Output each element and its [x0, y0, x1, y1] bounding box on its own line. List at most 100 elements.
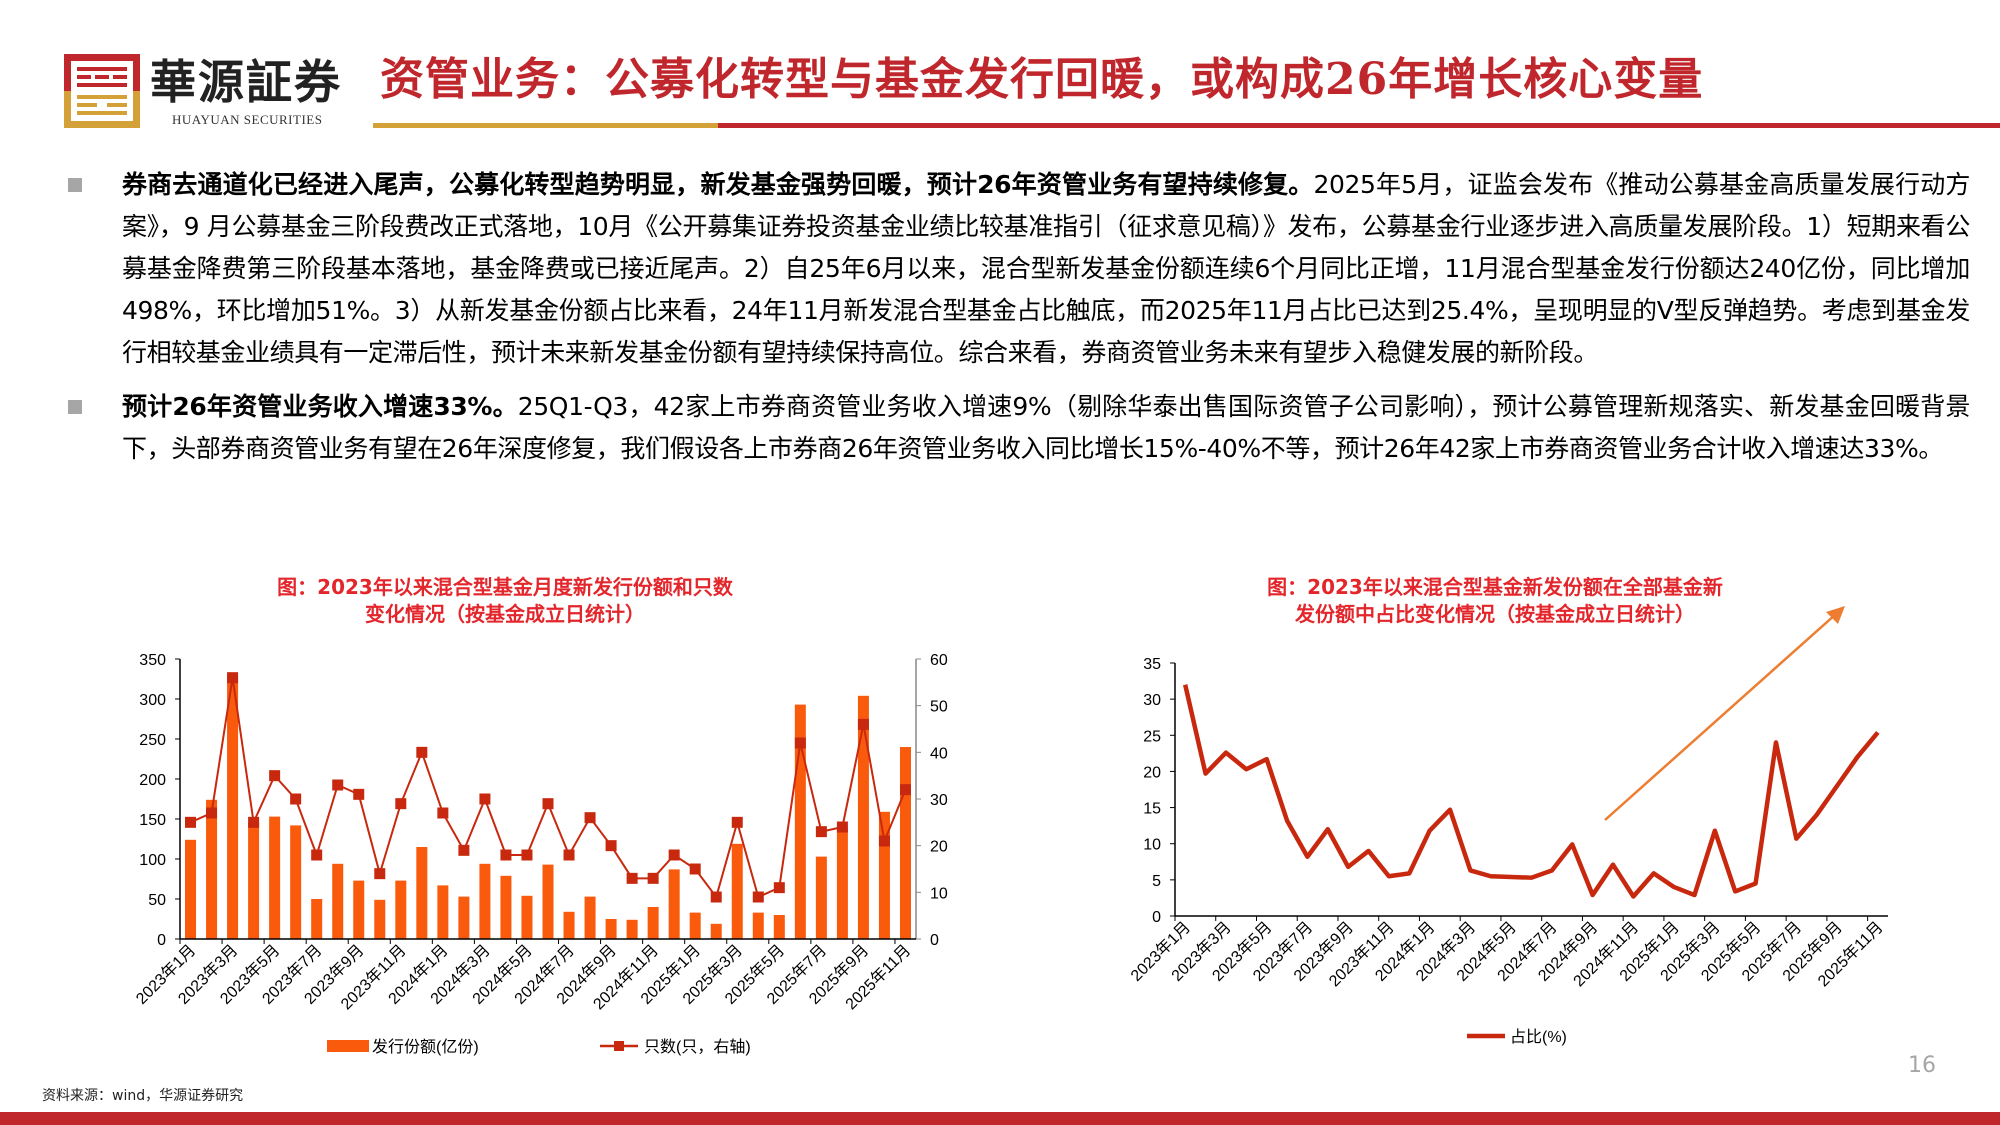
bar — [710, 923, 722, 939]
title-rule-gold — [373, 123, 718, 128]
bar — [731, 843, 743, 939]
bullet-body: 25Q1-Q3，42家上市券商资管业务收入增速9%（剔除华泰出售国际资管子公司影… — [122, 392, 1970, 463]
y-tick-label: 30 — [1143, 692, 1161, 709]
bullet-marker — [68, 400, 82, 414]
count-marker — [836, 821, 848, 833]
count-marker — [185, 816, 197, 828]
bar — [815, 856, 827, 939]
bullet-lead: 预计26年资管业务收入增速33%。 — [122, 392, 518, 421]
bar — [647, 907, 659, 939]
y-tick-label: 35 — [1143, 656, 1161, 673]
bar — [227, 676, 239, 939]
bar — [542, 864, 554, 939]
count-marker — [248, 816, 260, 828]
trend-arrow-head — [1826, 606, 1845, 624]
count-marker — [647, 872, 659, 884]
left-chart: 05010015020025030035001020304050602023年1… — [133, 652, 948, 1056]
share-line — [1182, 684, 1880, 899]
count-marker — [878, 835, 890, 847]
bar — [563, 911, 575, 939]
count-marker — [794, 737, 806, 749]
bar — [584, 896, 596, 939]
legend-line-marker — [614, 1041, 624, 1051]
bar — [332, 863, 344, 939]
bullet-item-2: 预计26年资管业务收入增速33%。25Q1-Q3，42家上市券商资管业务收入增速… — [68, 386, 1970, 470]
right-chart: 051015202530352023年1月2023年3月2023年5月2023年… — [1127, 606, 1888, 1046]
count-marker — [458, 844, 470, 856]
huayuan-logo — [64, 54, 140, 128]
bar — [353, 880, 365, 939]
bar — [395, 880, 407, 939]
right-chart-title: 图：2023年以来混合型基金新发份额在全部基金新 发份额中占比变化情况（按基金成… — [1170, 574, 1820, 628]
count-marker — [605, 840, 617, 852]
bar — [416, 847, 428, 939]
y-right-tick-label: 50 — [930, 699, 948, 716]
bar — [626, 919, 638, 939]
count-marker — [899, 784, 911, 796]
count-marker — [584, 812, 596, 824]
count-marker — [521, 849, 533, 861]
count-marker — [563, 849, 575, 861]
chart-title-line: 变化情况（按基金成立日统计） — [365, 602, 645, 626]
count-marker — [710, 891, 722, 903]
bar — [290, 825, 302, 939]
legend-bar-label: 发行份额(亿份) — [372, 1038, 479, 1056]
y-right-tick-label: 30 — [930, 792, 948, 809]
y-tick-label: 200 — [139, 772, 166, 789]
count-marker — [500, 849, 512, 861]
count-marker — [689, 863, 701, 875]
brand-subtitle: HUAYUAN SECURITIES — [172, 112, 323, 127]
y-tick-label: 10 — [1143, 837, 1161, 854]
bar — [311, 899, 323, 939]
y-right-tick-label: 20 — [930, 839, 948, 856]
count-marker — [290, 793, 302, 805]
bar — [773, 915, 785, 939]
bar — [689, 912, 701, 939]
count-marker — [353, 788, 365, 800]
count-marker — [731, 816, 743, 828]
count-marker — [479, 793, 491, 805]
bullet-body: 2025年5月，证监会发布《推动公募基金高质量发展行动方案》，9 月公募基金三阶… — [122, 170, 1970, 367]
count-marker — [416, 746, 428, 758]
footer-bar — [0, 1112, 2000, 1125]
count-marker — [395, 798, 407, 810]
bar — [899, 747, 911, 939]
bar — [206, 799, 218, 939]
y-right-tick-label: 0 — [930, 932, 939, 949]
count-marker — [206, 807, 218, 819]
chart-title-line: 图：2023年以来混合型基金月度新发行份额和只数 — [277, 575, 733, 599]
bar — [752, 912, 764, 939]
left-chart-title: 图：2023年以来混合型基金月度新发行份额和只数 变化情况（按基金成立日统计） — [205, 574, 805, 628]
y-tick-label: 300 — [139, 692, 166, 709]
y-tick-label: 20 — [1143, 764, 1161, 781]
count-marker — [773, 882, 785, 894]
bar — [185, 839, 197, 939]
chart-title-line: 图：2023年以来混合型基金新发份额在全部基金新 — [1267, 575, 1723, 599]
y-right-tick-label: 60 — [930, 652, 948, 669]
count-marker — [332, 779, 344, 791]
count-marker — [437, 807, 449, 819]
y-tick-label: 50 — [148, 892, 166, 909]
legend-line-label: 占比(%) — [1510, 1028, 1567, 1046]
bar — [836, 827, 848, 939]
trend-arrow-shaft — [1604, 613, 1837, 821]
y-tick-label: 0 — [1152, 909, 1161, 926]
count-marker — [668, 849, 680, 861]
count-marker — [311, 849, 323, 861]
bar — [458, 896, 470, 939]
bar — [500, 875, 512, 939]
bar — [668, 869, 680, 939]
y-tick-label: 15 — [1143, 801, 1161, 818]
bar — [479, 863, 491, 939]
count-marker — [227, 672, 239, 684]
y-tick-label: 0 — [157, 932, 166, 949]
y-tick-label: 350 — [139, 652, 166, 669]
count-marker — [752, 891, 764, 903]
body-text: 券商去通道化已经进入尾声，公募化转型趋势明显，新发基金强势回暖，预计26年资管业… — [68, 164, 1970, 482]
bar — [521, 895, 533, 939]
bullet-paragraph-2: 预计26年资管业务收入增速33%。25Q1-Q3，42家上市券商资管业务收入增速… — [122, 386, 1970, 470]
bar — [857, 695, 869, 939]
legend-bar-swatch — [327, 1040, 369, 1052]
count-marker — [857, 718, 869, 730]
